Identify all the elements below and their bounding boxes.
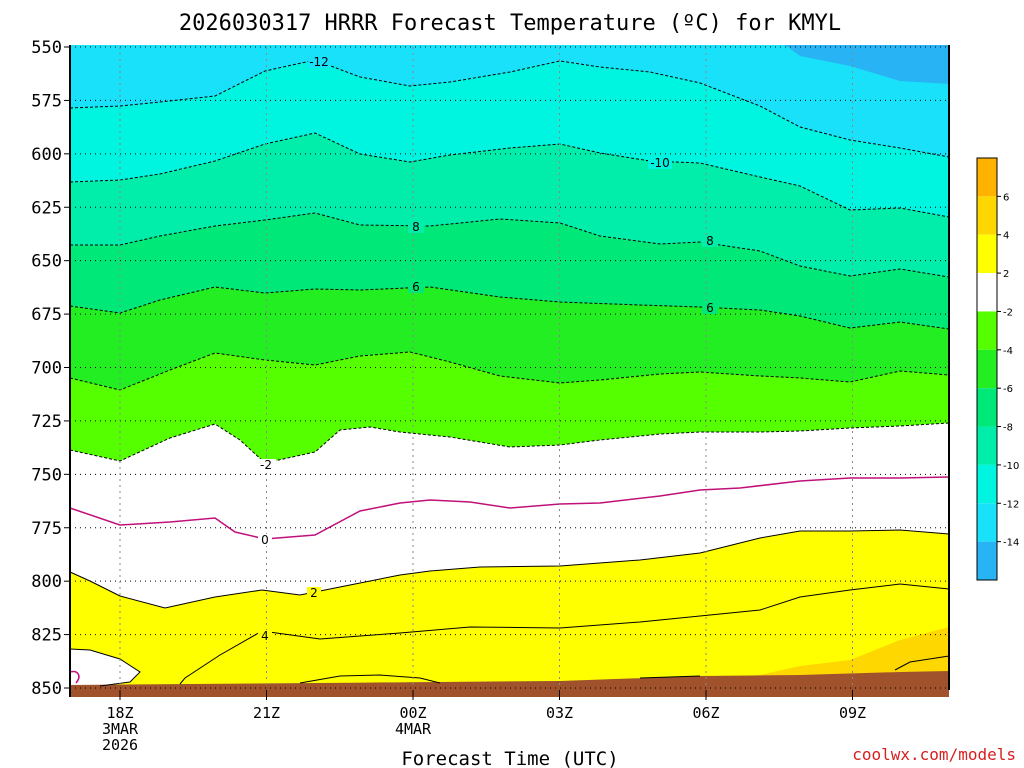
x-tick-label: 09Z <box>839 704 866 722</box>
colorbar-segment <box>977 158 997 197</box>
colorbar-tick-label: -12 <box>1003 499 1019 510</box>
x-tick-label: 03Z <box>546 704 573 722</box>
chart-title: 2026030317 HRRR Forecast Temperature (ºC… <box>179 11 841 36</box>
colorbar-segment <box>977 388 997 427</box>
contour-label: 2 <box>310 586 318 600</box>
y-tick-label: 675 <box>31 305 62 325</box>
credit-text: coolwx.com/models <box>852 745 1016 764</box>
y-tick-label: 550 <box>31 38 62 58</box>
y-tick-label: 625 <box>31 198 62 218</box>
contour-neg8 <box>70 212 950 278</box>
contour-label: 4 <box>261 629 269 643</box>
contour-label: 6 <box>706 301 714 315</box>
y-axis: 550 575 600 625 650 675 700 725 750 775 800 825 850 <box>31 38 70 699</box>
contour-pos6 <box>299 655 950 684</box>
grid-lines <box>70 46 949 689</box>
contour-label: 8 <box>706 234 714 248</box>
colorbar-segment <box>977 541 997 580</box>
y-tick-label: 725 <box>31 412 62 432</box>
x-tick-label: 4MAR <box>395 720 432 738</box>
colorbar-segment <box>977 234 997 274</box>
colorbar-tick-label: -14 <box>1003 538 1019 549</box>
colorbar-frame <box>976 157 998 581</box>
ground-surface <box>70 671 949 697</box>
band-below-neg14 <box>785 45 949 84</box>
colorbar-tick-label: 4 <box>1003 231 1009 242</box>
contour-neg6 <box>69 286 950 330</box>
colorbar-tick-label: -6 <box>1003 384 1013 395</box>
contour-pos4 <box>179 583 950 685</box>
contour-label: -10 <box>650 156 670 170</box>
contour-neg12 <box>69 59 950 158</box>
contour-lines <box>69 59 950 687</box>
contour-pos2-pocket <box>69 648 141 687</box>
contour-label: -2 <box>260 458 272 472</box>
y-tick-label: 850 <box>31 679 62 699</box>
contour-pos2 <box>69 529 950 609</box>
x-tick-label: 2026 <box>102 736 138 754</box>
colorbar-tick-label: 6 <box>1003 192 1009 203</box>
contour-label: 8 <box>412 220 420 234</box>
contour-neg4-pocket <box>69 670 80 684</box>
y-tick-label: 775 <box>31 519 62 539</box>
warm-pocket-boundary <box>70 649 140 686</box>
y-tick-label: 650 <box>31 252 62 272</box>
x-tick-label: 21Z <box>253 704 280 722</box>
colorbar-segment <box>977 349 997 389</box>
plot-area <box>70 45 949 697</box>
x-tick-label: 18Z <box>106 704 133 722</box>
colorbar-segment <box>977 273 997 312</box>
colorbar-segment <box>977 426 997 465</box>
contour-label: 6 <box>412 280 420 294</box>
y-tick-label: 700 <box>31 359 62 379</box>
contour-neg2 <box>69 422 950 464</box>
x-axis-title: Forecast Time (UTC) <box>401 748 618 768</box>
colorbar: 6 4 2 -2 -4 -6 -8 -10 -12 -14 <box>976 157 1019 581</box>
colorbar-tick-label: -8 <box>1003 423 1013 434</box>
colorbar-segment <box>977 464 997 504</box>
y-tick-label: 600 <box>31 145 62 165</box>
contour-neg10 <box>69 132 950 218</box>
colorbar-tick-label: -2 <box>1003 307 1013 318</box>
colorbar-segment <box>977 311 997 350</box>
y-tick-label: 575 <box>31 91 62 111</box>
y-tick-label: 800 <box>31 572 62 592</box>
x-tick-label: 00Z <box>399 704 426 722</box>
x-tick-label: 3MAR <box>102 720 139 738</box>
band-neg14-to-neg12 <box>70 45 949 157</box>
contour-zero <box>69 476 950 540</box>
contour-label: -12 <box>309 55 329 69</box>
contour-label: 0 <box>261 533 269 547</box>
colorbar-segment <box>977 503 997 542</box>
contour-label-group: -12 -10 8 8 6 6 -2 0 2 4 <box>256 55 718 643</box>
band-2-to-4 <box>70 45 949 686</box>
colorbar-tick-label: 2 <box>1003 269 1009 280</box>
x-tick-label: 06Z <box>692 704 719 722</box>
colorbar-tick-label: -10 <box>1003 461 1019 472</box>
colorbar-tick-label: -4 <box>1003 346 1013 357</box>
y-tick-label: 750 <box>31 465 62 485</box>
colorbar-segment <box>977 196 997 235</box>
y-tick-label: 825 <box>31 626 62 646</box>
